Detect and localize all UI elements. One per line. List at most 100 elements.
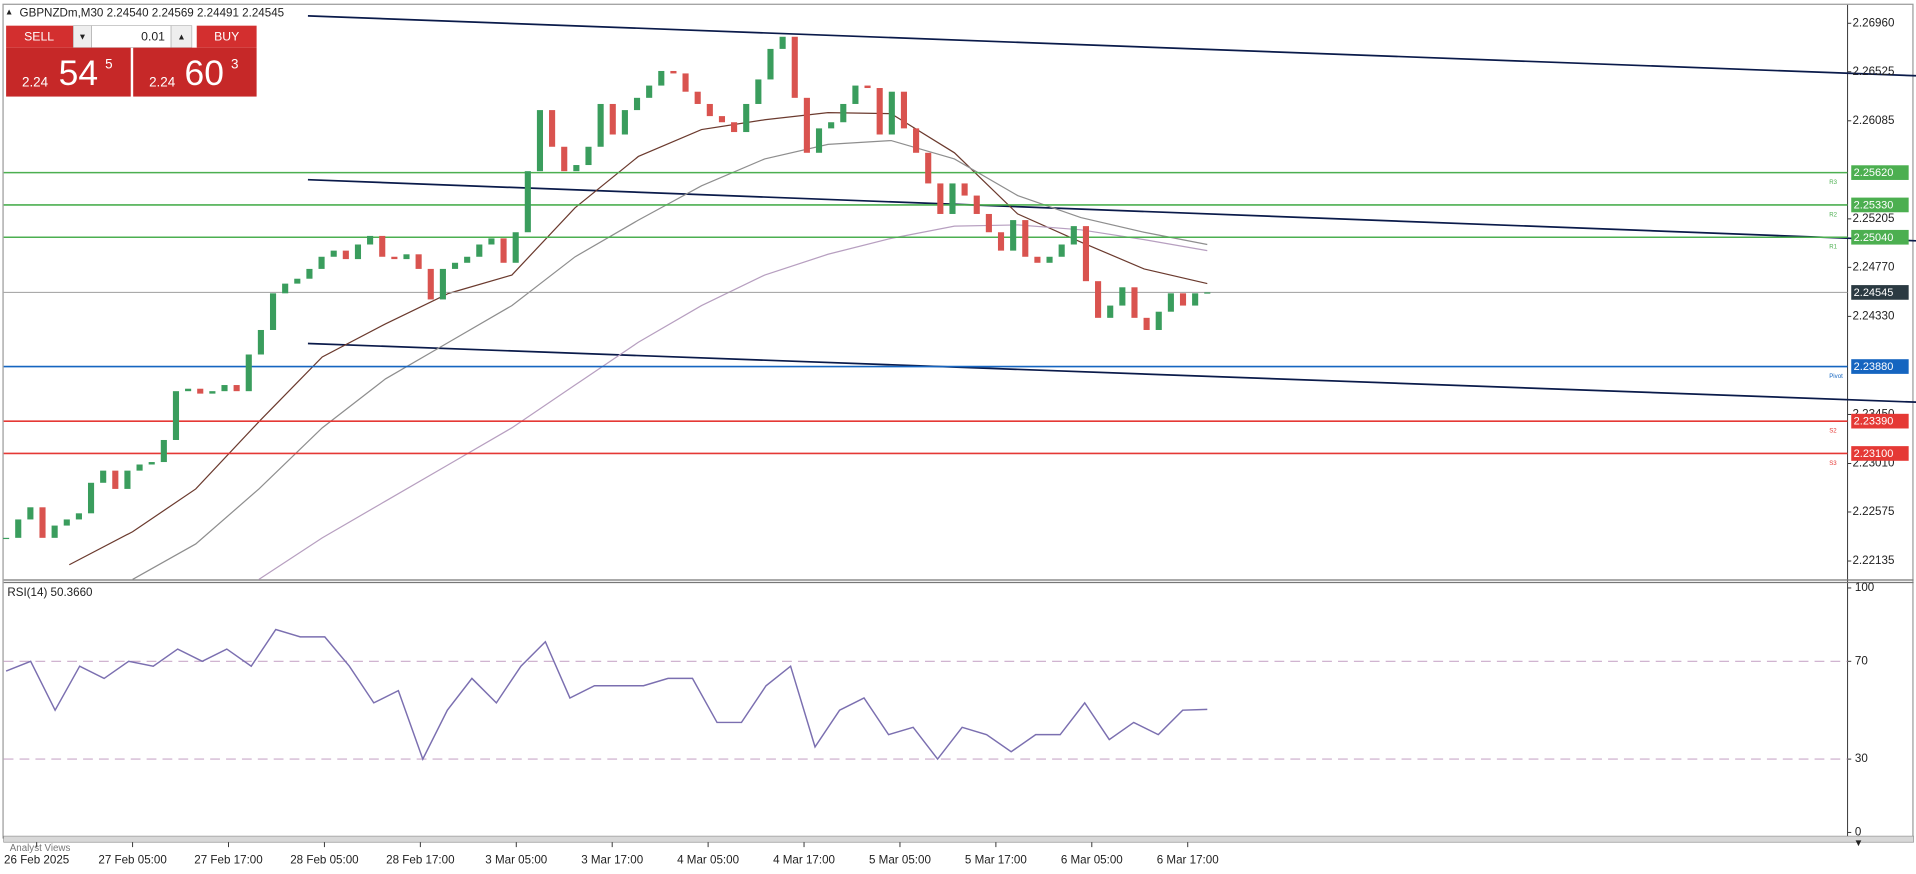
candle [1119, 287, 1126, 306]
candle [379, 235, 386, 257]
candle [779, 36, 786, 49]
level-label-box [1851, 229, 1909, 245]
candle [1058, 244, 1065, 257]
candle [755, 79, 762, 104]
level-name: R1 [1829, 244, 1837, 251]
candle [597, 103, 604, 147]
tab[interactable]: Analyst Views [10, 843, 71, 854]
candle [743, 103, 750, 133]
trend-line [307, 178, 1916, 242]
indicator-title: RSI(14) 50.3660 [7, 586, 92, 599]
candle [136, 464, 143, 471]
candle [1070, 226, 1077, 245]
candle [439, 268, 446, 300]
level-label: 2.25620 [1854, 167, 1894, 179]
candle [658, 70, 665, 86]
x-tick-label: 27 Feb 17:00 [194, 854, 262, 867]
level-label: 2.24545 [1854, 287, 1894, 299]
candle [3, 537, 10, 540]
y-tick-label: 2.24330 [1852, 309, 1894, 322]
y-tick-label: 2.25205 [1852, 212, 1894, 225]
x-tick-label: 5 Mar 17:00 [965, 854, 1027, 867]
level-label: 2.25330 [1854, 199, 1894, 211]
candle [354, 244, 362, 260]
candle [949, 183, 956, 214]
y-tick-label: 2.26525 [1852, 65, 1894, 78]
candle [1204, 292, 1211, 294]
x-tick-label: 28 Feb 05:00 [290, 854, 358, 867]
candle [694, 91, 701, 104]
sell-price-box[interactable] [6, 47, 131, 97]
moving-average [258, 224, 1208, 580]
candle [1167, 293, 1174, 312]
tab-bar [3, 835, 1914, 843]
candle [549, 110, 556, 147]
x-tick-label: 3 Mar 17:00 [581, 854, 643, 867]
buy-price-box[interactable] [133, 47, 257, 97]
candle [488, 238, 495, 245]
buy-price-main: 60 [185, 53, 224, 93]
candle [476, 244, 483, 257]
rsi-chart: RSI(14) 50.3660 100 70 30 0 [3, 581, 1874, 839]
candle [112, 470, 119, 489]
candle [791, 36, 798, 98]
candle [306, 268, 313, 279]
candle [609, 103, 616, 135]
y-tick-label: 70 [1855, 654, 1868, 667]
sell-price-sup: 5 [105, 56, 112, 71]
y-tick-label: 2.26960 [1852, 16, 1894, 29]
candle [209, 391, 216, 394]
candle [524, 171, 531, 233]
candle [257, 329, 264, 355]
candle [1010, 220, 1017, 251]
x-tick-label: 4 Mar 17:00 [773, 854, 835, 867]
level-name: S2 [1829, 428, 1837, 435]
candle [1155, 311, 1162, 330]
x-tick-label: 27 Feb 05:00 [98, 854, 166, 867]
scroll-arrow[interactable]: ▼ [1854, 838, 1864, 849]
lot-up-arrow: ▲ [177, 32, 185, 42]
level-label: 2.23880 [1854, 361, 1894, 373]
candle [185, 388, 192, 392]
candle [1131, 287, 1138, 318]
candle [160, 439, 167, 463]
candle [864, 85, 871, 89]
y-tick-label: 100 [1855, 581, 1874, 594]
candle [221, 385, 228, 392]
candle [500, 238, 507, 263]
y-tick-label: 2.22135 [1852, 554, 1894, 567]
candle [840, 103, 847, 123]
sell-button[interactable] [6, 25, 74, 48]
y-tick-label: 2.22575 [1852, 505, 1894, 518]
candle [913, 128, 920, 153]
x-tick-label: 5 Mar 05:00 [869, 854, 931, 867]
candle [367, 235, 374, 245]
candle [87, 482, 95, 514]
x-tick-label: 26 Feb 2025 [4, 854, 69, 867]
candle [1192, 293, 1199, 306]
candle [937, 183, 944, 214]
buy-button[interactable] [196, 25, 257, 48]
candle [282, 283, 289, 294]
lot-value: 0.01 [141, 30, 165, 44]
candle [852, 85, 859, 104]
candle [451, 262, 459, 269]
collapse-arrow[interactable]: ▲ [5, 6, 13, 16]
candle [403, 254, 410, 260]
candle [197, 388, 204, 394]
candle [536, 110, 544, 172]
candle [803, 97, 810, 153]
y-tick-label: 0 [1855, 826, 1861, 839]
candle [51, 525, 58, 538]
candle [100, 470, 107, 483]
x-tick-label: 4 Mar 05:00 [677, 854, 739, 867]
lot-down-arrow: ▼ [78, 32, 86, 42]
candle [670, 70, 677, 74]
sell-price-big: 2.24 [22, 75, 49, 90]
candle [682, 73, 689, 92]
candle [985, 213, 992, 233]
level-name: Pivot [1829, 373, 1843, 380]
trade-panel: SELL ▼ 0.01 ▲ BUY 2.24 54 5 2.24 60 3 [6, 25, 257, 97]
